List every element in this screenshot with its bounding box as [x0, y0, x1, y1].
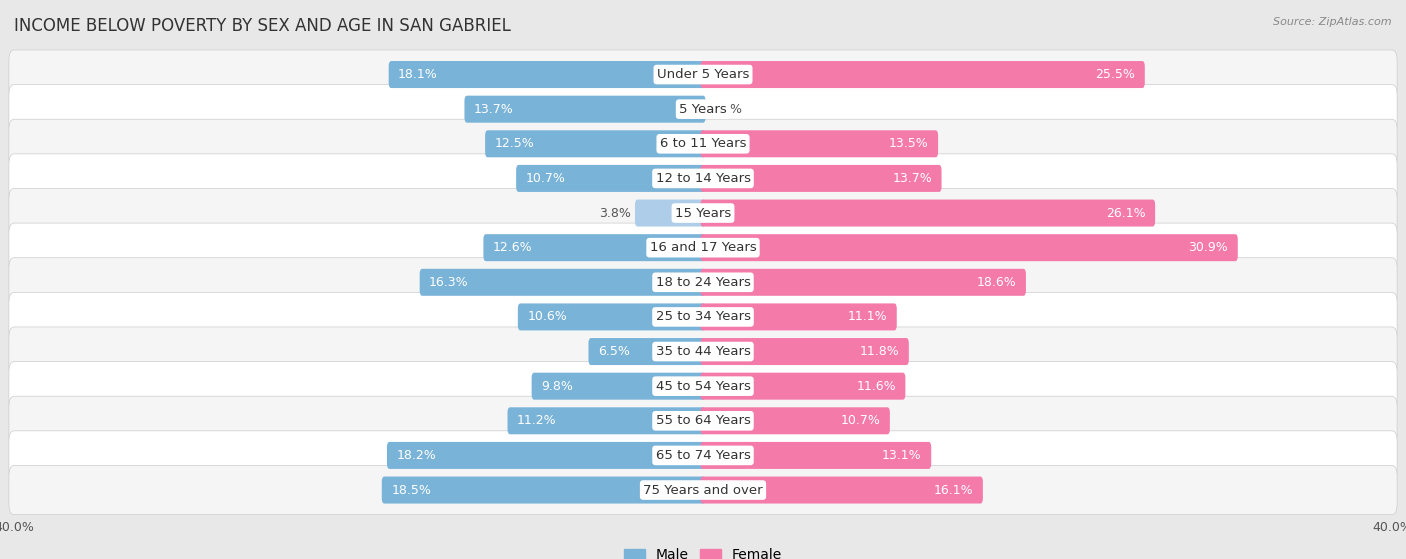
Text: 30.9%: 30.9%	[1188, 241, 1229, 254]
Text: 12.6%: 12.6%	[494, 241, 533, 254]
Text: 18.1%: 18.1%	[398, 68, 437, 81]
Text: 13.1%: 13.1%	[882, 449, 922, 462]
FancyBboxPatch shape	[8, 362, 1398, 411]
FancyBboxPatch shape	[700, 338, 908, 365]
FancyBboxPatch shape	[388, 61, 706, 88]
FancyBboxPatch shape	[382, 476, 706, 504]
Text: 10.7%: 10.7%	[841, 414, 880, 427]
Text: 0.0%: 0.0%	[710, 103, 742, 116]
Text: 3.8%: 3.8%	[599, 206, 631, 220]
Text: 11.2%: 11.2%	[517, 414, 557, 427]
FancyBboxPatch shape	[8, 466, 1398, 515]
Text: 9.8%: 9.8%	[541, 380, 574, 392]
FancyBboxPatch shape	[8, 119, 1398, 168]
Text: 25 to 34 Years: 25 to 34 Years	[655, 310, 751, 324]
FancyBboxPatch shape	[516, 165, 706, 192]
FancyBboxPatch shape	[700, 269, 1026, 296]
FancyBboxPatch shape	[700, 61, 1144, 88]
Text: 13.7%: 13.7%	[893, 172, 932, 185]
FancyBboxPatch shape	[8, 431, 1398, 480]
FancyBboxPatch shape	[8, 258, 1398, 307]
Text: 75 Years and over: 75 Years and over	[643, 484, 763, 496]
Text: 18.5%: 18.5%	[391, 484, 432, 496]
FancyBboxPatch shape	[700, 234, 1237, 261]
FancyBboxPatch shape	[700, 304, 897, 330]
FancyBboxPatch shape	[700, 373, 905, 400]
Text: 16.1%: 16.1%	[934, 484, 973, 496]
FancyBboxPatch shape	[8, 188, 1398, 238]
FancyBboxPatch shape	[419, 269, 706, 296]
FancyBboxPatch shape	[531, 373, 706, 400]
Text: 11.8%: 11.8%	[859, 345, 900, 358]
FancyBboxPatch shape	[8, 154, 1398, 203]
Text: 35 to 44 Years: 35 to 44 Years	[655, 345, 751, 358]
Text: 55 to 64 Years: 55 to 64 Years	[655, 414, 751, 427]
FancyBboxPatch shape	[508, 408, 706, 434]
Text: 12 to 14 Years: 12 to 14 Years	[655, 172, 751, 185]
Text: Source: ZipAtlas.com: Source: ZipAtlas.com	[1274, 17, 1392, 27]
FancyBboxPatch shape	[8, 396, 1398, 446]
Text: 13.5%: 13.5%	[889, 138, 928, 150]
FancyBboxPatch shape	[636, 200, 706, 226]
FancyBboxPatch shape	[8, 50, 1398, 99]
Text: 16 and 17 Years: 16 and 17 Years	[650, 241, 756, 254]
Text: 6.5%: 6.5%	[598, 345, 630, 358]
FancyBboxPatch shape	[485, 130, 706, 157]
Text: 10.6%: 10.6%	[527, 310, 567, 324]
FancyBboxPatch shape	[8, 223, 1398, 272]
FancyBboxPatch shape	[8, 327, 1398, 376]
Text: 45 to 54 Years: 45 to 54 Years	[655, 380, 751, 392]
Legend: Male, Female: Male, Female	[619, 543, 787, 559]
FancyBboxPatch shape	[484, 234, 706, 261]
Text: 26.1%: 26.1%	[1107, 206, 1146, 220]
Text: 18.6%: 18.6%	[977, 276, 1017, 289]
Text: 16.3%: 16.3%	[429, 276, 468, 289]
Text: 10.7%: 10.7%	[526, 172, 565, 185]
FancyBboxPatch shape	[700, 200, 1156, 226]
Text: 25.5%: 25.5%	[1095, 68, 1135, 81]
FancyBboxPatch shape	[700, 408, 890, 434]
Text: 5 Years: 5 Years	[679, 103, 727, 116]
FancyBboxPatch shape	[464, 96, 706, 122]
Text: 6 to 11 Years: 6 to 11 Years	[659, 138, 747, 150]
Text: 13.7%: 13.7%	[474, 103, 513, 116]
Text: 65 to 74 Years: 65 to 74 Years	[655, 449, 751, 462]
Text: 18 to 24 Years: 18 to 24 Years	[655, 276, 751, 289]
Text: INCOME BELOW POVERTY BY SEX AND AGE IN SAN GABRIEL: INCOME BELOW POVERTY BY SEX AND AGE IN S…	[14, 17, 510, 35]
FancyBboxPatch shape	[387, 442, 706, 469]
FancyBboxPatch shape	[8, 292, 1398, 342]
Text: 11.6%: 11.6%	[856, 380, 896, 392]
FancyBboxPatch shape	[700, 476, 983, 504]
FancyBboxPatch shape	[700, 130, 938, 157]
FancyBboxPatch shape	[589, 338, 706, 365]
FancyBboxPatch shape	[700, 165, 942, 192]
FancyBboxPatch shape	[8, 84, 1398, 134]
Text: 11.1%: 11.1%	[848, 310, 887, 324]
Text: 12.5%: 12.5%	[495, 138, 534, 150]
Text: 15 Years: 15 Years	[675, 206, 731, 220]
Text: 18.2%: 18.2%	[396, 449, 436, 462]
FancyBboxPatch shape	[700, 442, 931, 469]
FancyBboxPatch shape	[517, 304, 706, 330]
Text: Under 5 Years: Under 5 Years	[657, 68, 749, 81]
